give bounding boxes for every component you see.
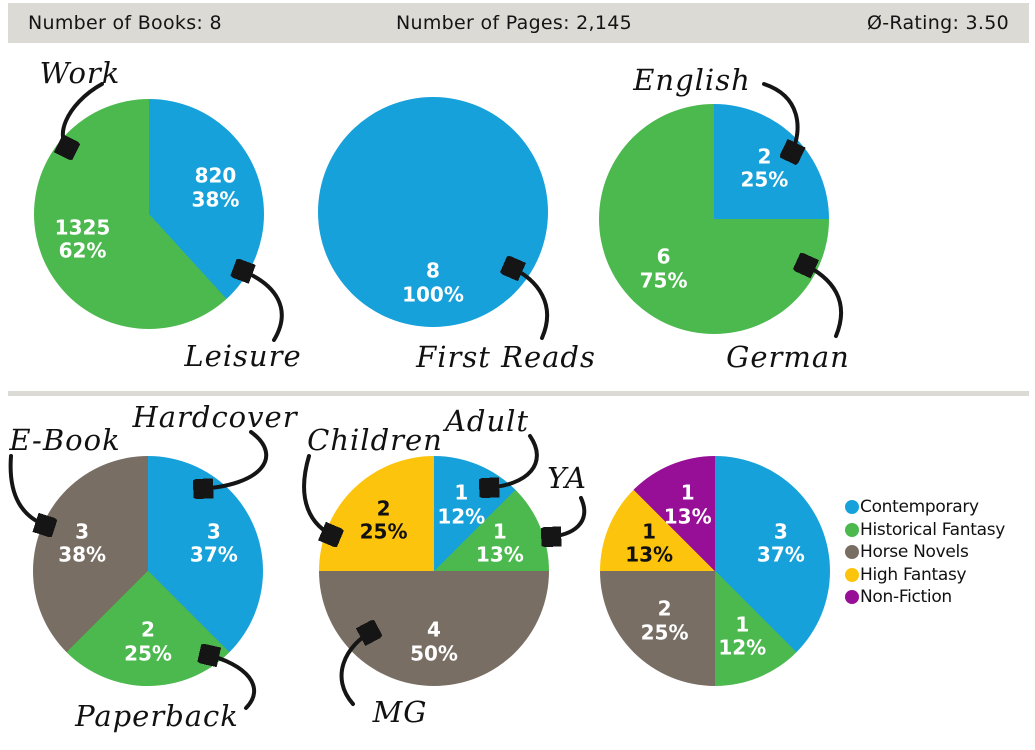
pie-work-leisure: 820 38% 1325 62% (34, 99, 264, 329)
legend-label: High Fantasy (860, 564, 967, 585)
pie-genre: 3 37% 1 12% 2 25% 1 13% 1 13% (600, 456, 830, 686)
pie-slice-label: 2 25% (359, 495, 408, 544)
legend-label: Historical Fantasy (860, 519, 1006, 540)
pie-first-reads: 8 100% (318, 97, 548, 327)
pie-format: 3 37% 2 25% 3 38% (33, 456, 263, 686)
annotation-paperback: Paperback (75, 699, 239, 733)
annotation-leisure: Leisure (184, 339, 302, 373)
annotation-first-reads: First Reads (416, 340, 596, 374)
legend-swatch-icon (845, 590, 859, 605)
legend-label: Non-Fiction (860, 587, 952, 608)
legend-item: High Fantasy (845, 564, 1005, 587)
ya-arrow (546, 496, 587, 537)
legend-label: Contemporary (860, 497, 979, 518)
pie-slice-label: 3 37% (756, 519, 805, 567)
pie-slice-label: 2 25% (740, 143, 789, 192)
pie-slice-label: 1325 62% (54, 215, 111, 263)
pie-slice-label: 3 37% (189, 519, 238, 567)
annotation-german: German (726, 340, 850, 374)
annotation-hardcover: Hardcover (132, 400, 298, 434)
legend-swatch-icon (845, 545, 859, 560)
legend-item: Horse Novels (845, 541, 1005, 564)
row-divider (8, 391, 1029, 396)
pie-slice-label: 6 75% (639, 244, 688, 293)
books-count: Number of Books: 8 (28, 12, 222, 34)
legend-item: Contemporary (845, 496, 1005, 519)
leisure-arrow (238, 269, 284, 342)
pie-slice-label: 2 25% (124, 617, 172, 666)
annotation-mg: MG (372, 695, 428, 729)
pie-slice-label: 1 12% (718, 612, 767, 660)
legend-item: Non-Fiction (845, 586, 1005, 609)
legend-swatch-icon (845, 500, 859, 515)
annotation-work: Work (39, 56, 121, 90)
pages-count: Number of Pages: 2,145 (396, 12, 633, 34)
pie-audience: 1 12% 1 13% 4 50% 2 25% (319, 456, 549, 686)
summary-bar: Number of Books: 8 Number of Pages: 2,14… (8, 3, 1029, 43)
pie-slice-label: 1 13% (625, 519, 674, 567)
legend-label: Horse Novels (860, 542, 969, 563)
pie-slice-label: 2 25% (640, 596, 689, 645)
legend-swatch-icon (845, 522, 859, 537)
ebook-arrow (8, 454, 50, 527)
pie-slice-label: 4 50% (410, 617, 458, 666)
pie-slice-label: 3 38% (58, 519, 107, 567)
pie-slice-label: 8 100% (402, 258, 464, 307)
average-rating: Ø-Rating: 3.50 (866, 12, 1009, 34)
annotation-adult: Adult (444, 404, 530, 438)
pie-slice-label: 1 13% (663, 480, 712, 529)
annotation-ya: YA (547, 461, 587, 495)
annotation-children: Children (307, 423, 443, 457)
pie-slice-label: 1 12% (437, 480, 486, 529)
pie-language: 2 25% 6 75% (599, 104, 829, 334)
annotation-english: English (633, 63, 751, 97)
legend-item: Historical Fantasy (845, 519, 1005, 542)
genre-legend: Contemporary Historical Fantasy Horse Nove… (845, 496, 1005, 609)
legend-swatch-icon (845, 567, 859, 582)
pie-slice-label: 820 38% (191, 163, 240, 212)
pie-slice-label: 1 13% (475, 519, 524, 567)
annotation-ebook: E-Book (9, 423, 121, 457)
